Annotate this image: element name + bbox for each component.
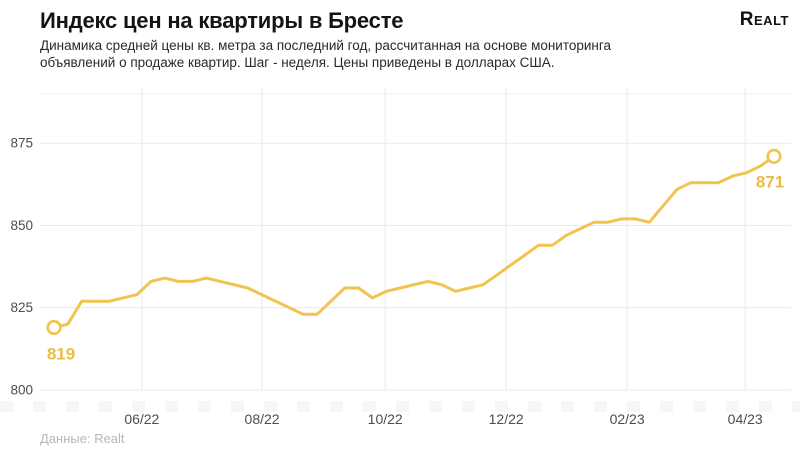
end-point-marker xyxy=(766,148,782,164)
watermark-strip xyxy=(0,401,800,412)
y-tick-label: 825 xyxy=(10,300,33,315)
y-tick-label: 850 xyxy=(10,218,33,233)
x-tick-label: 04/23 xyxy=(728,411,763,427)
data-source-label: Данные: Realt xyxy=(40,431,125,446)
y-tick-label: 875 xyxy=(10,136,33,151)
price-line xyxy=(52,154,776,329)
x-tick-label: 10/22 xyxy=(368,411,403,427)
page-title: Индекс цен на квартиры в Бресте xyxy=(40,8,404,33)
start-point-label: 819 xyxy=(47,344,75,363)
x-tick-label: 08/22 xyxy=(245,411,280,427)
x-tick-label: 12/22 xyxy=(489,411,524,427)
x-tick-label: 06/22 xyxy=(124,411,159,427)
x-tick-label: 02/23 xyxy=(610,411,645,427)
start-point-marker xyxy=(46,319,62,336)
chart-subtitle: Динамика средней цены кв. метра за после… xyxy=(40,38,612,70)
y-tick-label: 800 xyxy=(10,383,33,398)
end-point-label: 871 xyxy=(756,172,784,191)
realt-logo: Realt xyxy=(739,9,789,30)
